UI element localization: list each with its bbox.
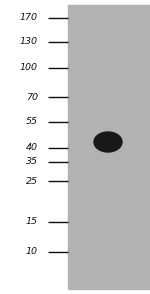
Text: 25: 25 — [26, 176, 38, 186]
Text: 130: 130 — [20, 38, 38, 46]
Text: 70: 70 — [26, 93, 38, 101]
Text: 100: 100 — [20, 64, 38, 73]
Text: 10: 10 — [26, 248, 38, 256]
Text: 35: 35 — [26, 158, 38, 166]
Text: 55: 55 — [26, 118, 38, 126]
Ellipse shape — [94, 132, 122, 152]
Text: 40: 40 — [26, 143, 38, 153]
Bar — [0, 0, 68, 294]
Text: 15: 15 — [26, 218, 38, 226]
Text: 170: 170 — [20, 14, 38, 23]
Bar — [68, 5, 150, 289]
